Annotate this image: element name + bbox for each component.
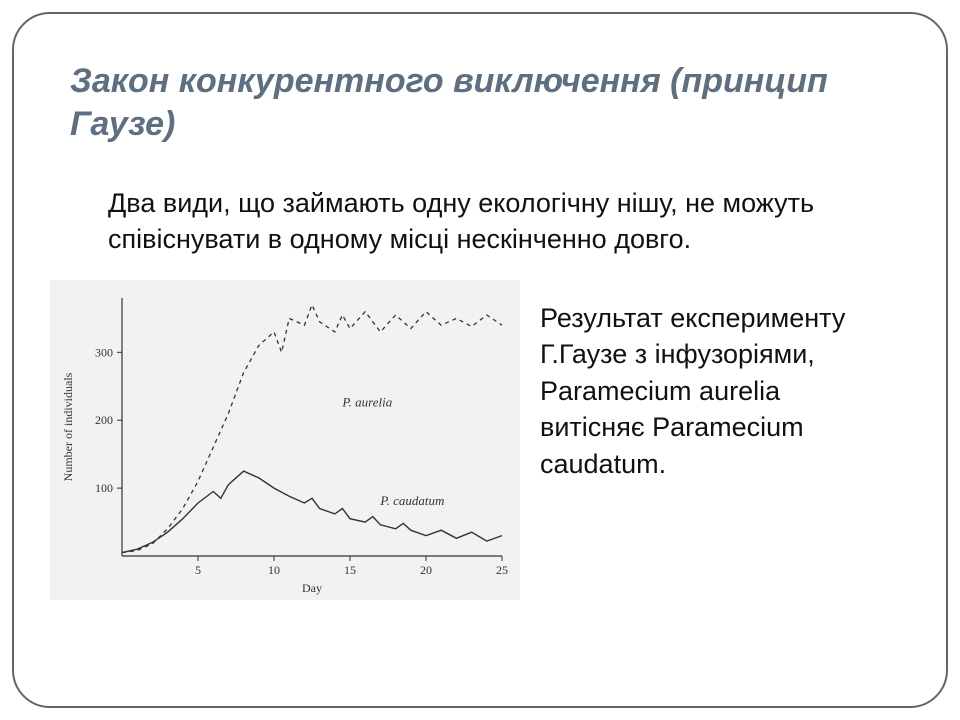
svg-text:25: 25 (496, 563, 508, 577)
slide-title: Закон конкурентного виключення (принцип … (70, 60, 890, 145)
svg-text:P. aurelia: P. aurelia (341, 395, 392, 410)
svg-text:Number of individuals: Number of individuals (61, 372, 75, 481)
body-text: Два види, що займають одну екологічну ні… (108, 185, 890, 258)
lower-row: 100200300510152025DayNumber of individua… (70, 280, 890, 600)
svg-text:P. caudatum: P. caudatum (379, 493, 444, 508)
svg-text:Day: Day (302, 581, 322, 595)
chart-svg: 100 200 300 5 10 15 20 25 Day Number of individua… (50, 280, 520, 600)
svg-text:15: 15 (344, 563, 356, 577)
svg-text:10: 10 (268, 563, 280, 577)
svg-text:5: 5 (195, 563, 201, 577)
caption-text: Результат експерименту Г.Гаузе з інфузор… (540, 280, 890, 482)
svg-text:20: 20 (420, 563, 432, 577)
svg-text:200: 200 (95, 413, 113, 427)
gause-chart: 100 200 300 5 10 15 20 25 Day Number of individua… (50, 280, 520, 600)
svg-text:100: 100 (95, 481, 113, 495)
slide-frame: Закон конкурентного виключення (принцип … (12, 12, 948, 708)
slide-content: Закон конкурентного виключення (принцип … (14, 14, 946, 640)
svg-text:300: 300 (95, 345, 113, 359)
